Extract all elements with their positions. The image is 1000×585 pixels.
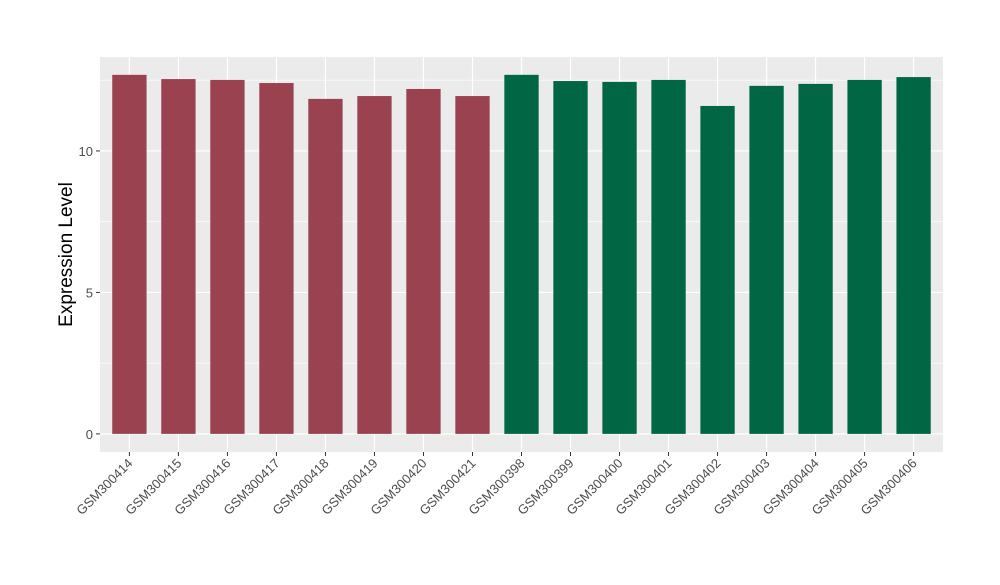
bar-GSM300404 (798, 83, 833, 434)
bar-GSM300421 (455, 96, 490, 434)
bar-GSM300416 (210, 79, 245, 434)
bar-GSM300403 (749, 85, 784, 434)
bar-GSM300399 (553, 81, 588, 434)
y-tick-label: 10 (79, 144, 93, 159)
bar-GSM300402 (700, 105, 735, 434)
bar-GSM300398 (504, 74, 539, 434)
bar-GSM300414 (112, 74, 147, 434)
y-tick-label: 0 (86, 427, 93, 442)
bar-GSM300419 (357, 96, 392, 434)
bar-GSM300415 (161, 79, 196, 434)
bar-GSM300417 (259, 83, 294, 434)
bar-GSM300420 (406, 88, 441, 434)
bar-GSM300418 (308, 98, 343, 434)
y-axis-label: Expression Level (56, 182, 77, 327)
bar-GSM300400 (602, 81, 637, 434)
bar-GSM300406 (896, 77, 931, 434)
bar-GSM300401 (651, 79, 686, 434)
y-tick-label: 5 (86, 285, 93, 300)
bar-GSM300405 (847, 79, 882, 434)
